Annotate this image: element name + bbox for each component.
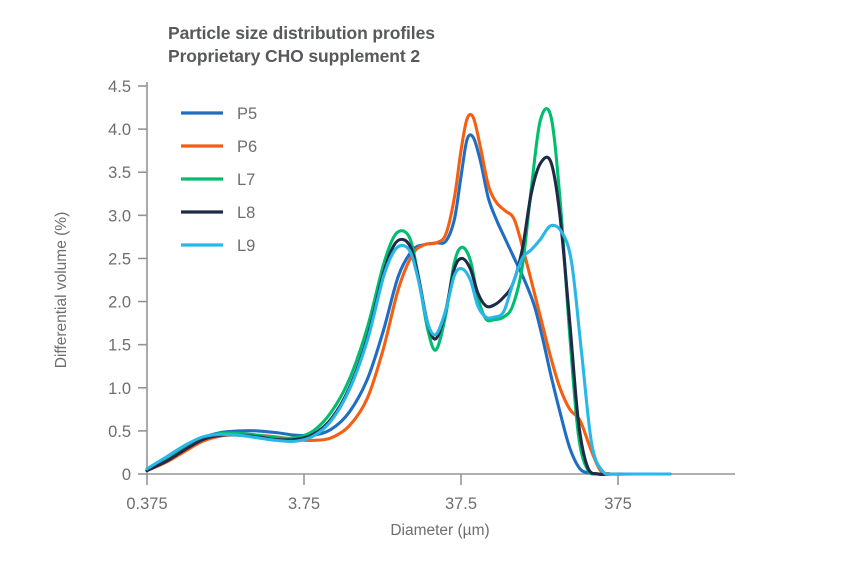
x-axis-title: Diameter (µm): [390, 522, 489, 539]
y-tick-label: 1.0: [108, 380, 131, 398]
chart-title-line-2: Proprietary CHO supplement 2: [168, 46, 420, 66]
x-tick-label: 375: [604, 495, 632, 513]
legend-label-l9: L9: [237, 237, 255, 255]
series-line-l7: [145, 107, 672, 476]
chart-title: Particle size distribution profiles Propr…: [168, 22, 435, 68]
x-tick-label: 3.75: [288, 495, 320, 513]
y-tick-label: 1.5: [108, 337, 131, 355]
legend-label-p5: P5: [237, 105, 257, 123]
y-tick-label: 2.5: [108, 250, 131, 268]
y-tick-label: 3.5: [108, 164, 131, 182]
y-axis: 0 0.5 1.0 1.5 2.0 2.5 3.0 3.5 4.0 4.5: [108, 78, 148, 484]
series-lines: [145, 107, 672, 477]
series-line-l8: [145, 155, 672, 477]
y-tick-label: 0.5: [108, 423, 131, 441]
legend-label-l7: L7: [237, 171, 255, 189]
series-line-l9: [145, 223, 672, 476]
x-tick-label: 37.5: [445, 495, 477, 513]
x-tick-label: 0.375: [126, 495, 167, 513]
legend-label-l8: L8: [237, 204, 255, 222]
y-axis-title: Differential volume (%): [53, 212, 70, 369]
y-tick-label: 2.0: [108, 294, 131, 312]
series-line-p5: [145, 133, 672, 476]
legend-label-p6: P6: [237, 138, 257, 156]
x-axis: 0.375 3.75 37.5 375: [126, 473, 735, 513]
y-tick-label: 3.0: [108, 207, 131, 225]
y-tick-label: 0: [122, 466, 131, 484]
series-line-p6: [145, 112, 672, 476]
y-tick-label: 4.0: [108, 121, 131, 139]
chart-legend: P5 P6 L7 L8 L9: [181, 105, 257, 255]
y-tick-label: 4.5: [108, 78, 131, 96]
chart-title-line-1: Particle size distribution profiles: [168, 23, 435, 43]
